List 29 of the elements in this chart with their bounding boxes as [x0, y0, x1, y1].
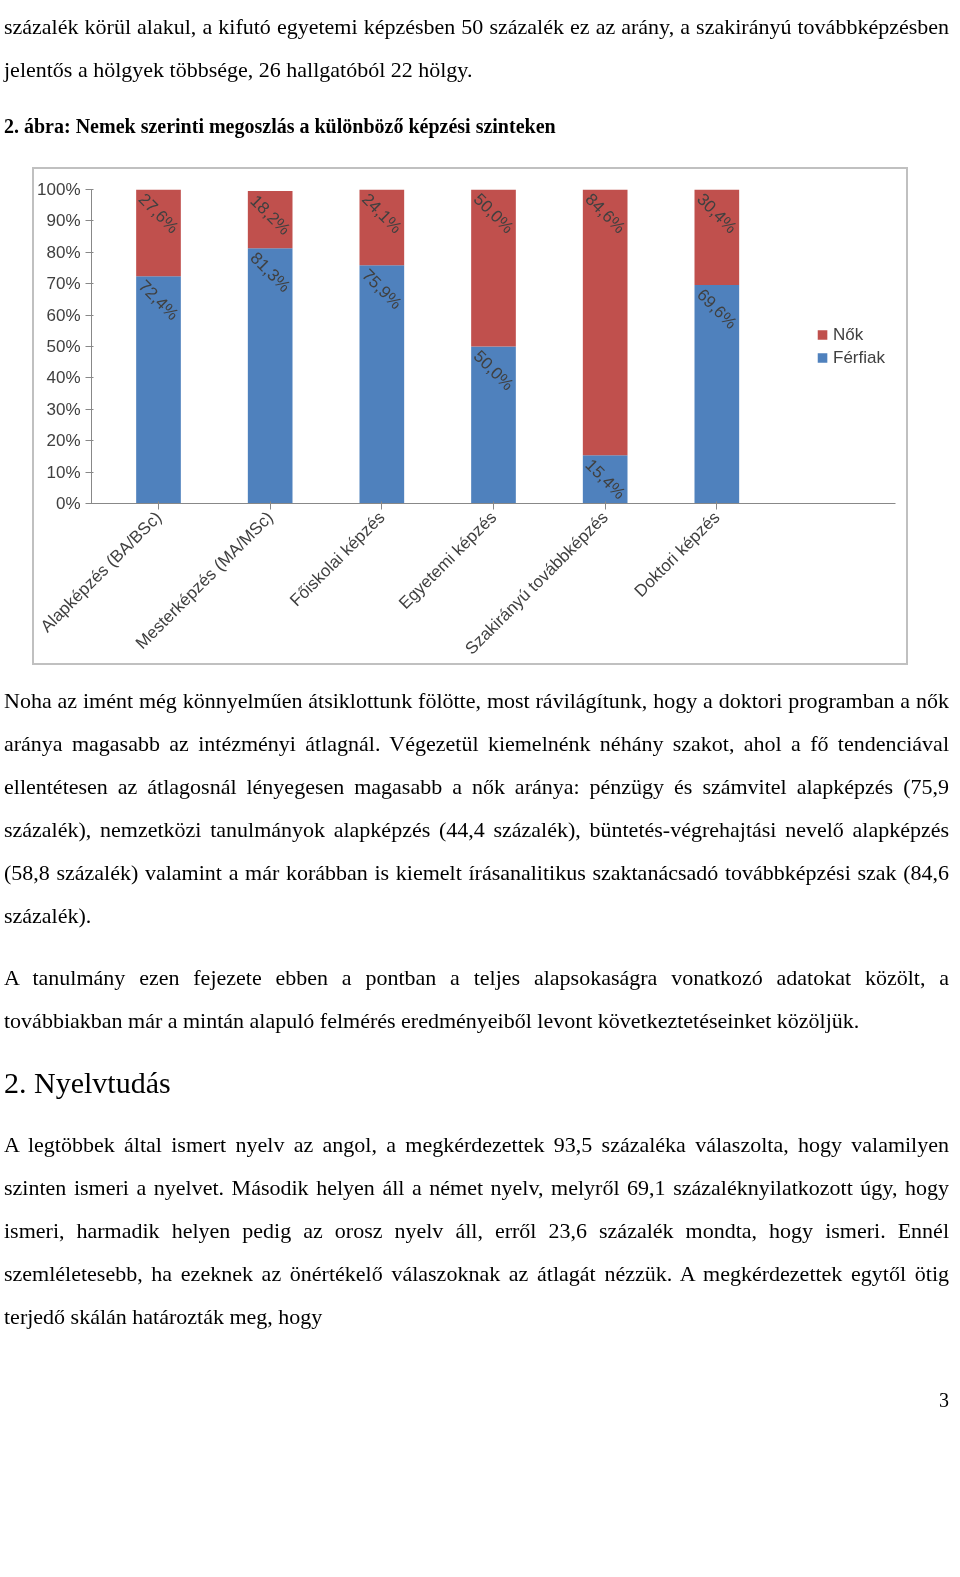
- chart-title: 2. ábra: Nemek szerinti megoszlás a különböző képzési szinteken: [4, 114, 556, 140]
- bar: [471, 346, 516, 504]
- text: 2. Nyelvtudás: [4, 1064, 171, 1101]
- text: 3: [939, 1387, 949, 1413]
- bar: [247, 247, 293, 504]
- legend-label: Nők: [833, 324, 864, 345]
- bar: [136, 275, 181, 504]
- y-tick-label: 80%: [46, 242, 81, 262]
- y-tick-label: 10%: [46, 462, 81, 482]
- bar: [471, 189, 516, 347]
- y-tick-label: 40%: [46, 367, 81, 387]
- y-tick-label: 100%: [37, 179, 81, 199]
- y-tick-label: 70%: [46, 273, 81, 293]
- bar: [136, 189, 181, 276]
- bar: [694, 284, 740, 504]
- text: A tanulmány ezen fejezete ebben a pontban a teljes alapsokaságra vonatkozó adatokat közölt, a továbbiakban már a mintán alapuló felmérés eredményeiből levont következtetéseinket közöljük.: [4, 963, 949, 1035]
- legend-label: Férfiak: [833, 347, 885, 368]
- y-tick-label: 20%: [46, 430, 81, 450]
- text: A legtöbbek által ismert nyelv az angol, a megkérdezettek 93,5 százaléka válaszolta, hogy valamilyen szinten ismeri a nyelvet. Második helyen áll a német nyelv, melyről 69,1 százaléknyilatkozott úgy, hogy ismeri, harmadik helyen pedig az orosz nyelv áll, erről 23,6 százalék mondta, hogy ismeri. Ennél szemléletesebb, ha ezeknek az önértékelő válaszoknak az átlagát nézzük. A megkérdezettek egytől ötig terjedő skálán határozták meg, hogy: [4, 1130, 949, 1331]
- bar: [694, 189, 740, 285]
- y-tick-label: 90%: [46, 210, 81, 230]
- text: Noha az imént még könnyelműen átsiklottunk fölötte, most rávilágítunk, hogy a doktori programban a nők aránya magasabb az intézményi átlagnál. Végezetül kiemelnénk néhány szakot, ahol a fő tendenciával ellentétesen az átlagosnál lényegesen magasabb a nők aránya: pénzügy és számvitel alapképzés (75,9 százalék), nemzetközi tanulmányok alapképzés (44,4 százalék), büntetés-végrehajtási nevelő alapképzés (58,8 százalék) valamint a már korábban is kiemelt írásanalitikus szaktanácsadó továbbképzési szak (84,6 százalék).: [4, 686, 949, 930]
- y-tick-label: 30%: [46, 399, 81, 419]
- y-tick-label: 0%: [55, 493, 81, 513]
- bar: [359, 264, 405, 504]
- bar: [582, 189, 628, 455]
- text: százalék körül alakul, a kifutó egyetemi képzésben 50 százalék ez az arány, a szakirányú továbbképzésben jelentős a hölgyek többsége, 26 hallgatóból 22 hölgy.: [4, 13, 949, 84]
- y-tick-label: 60%: [46, 305, 81, 325]
- y-tick-label: 50%: [46, 336, 81, 356]
